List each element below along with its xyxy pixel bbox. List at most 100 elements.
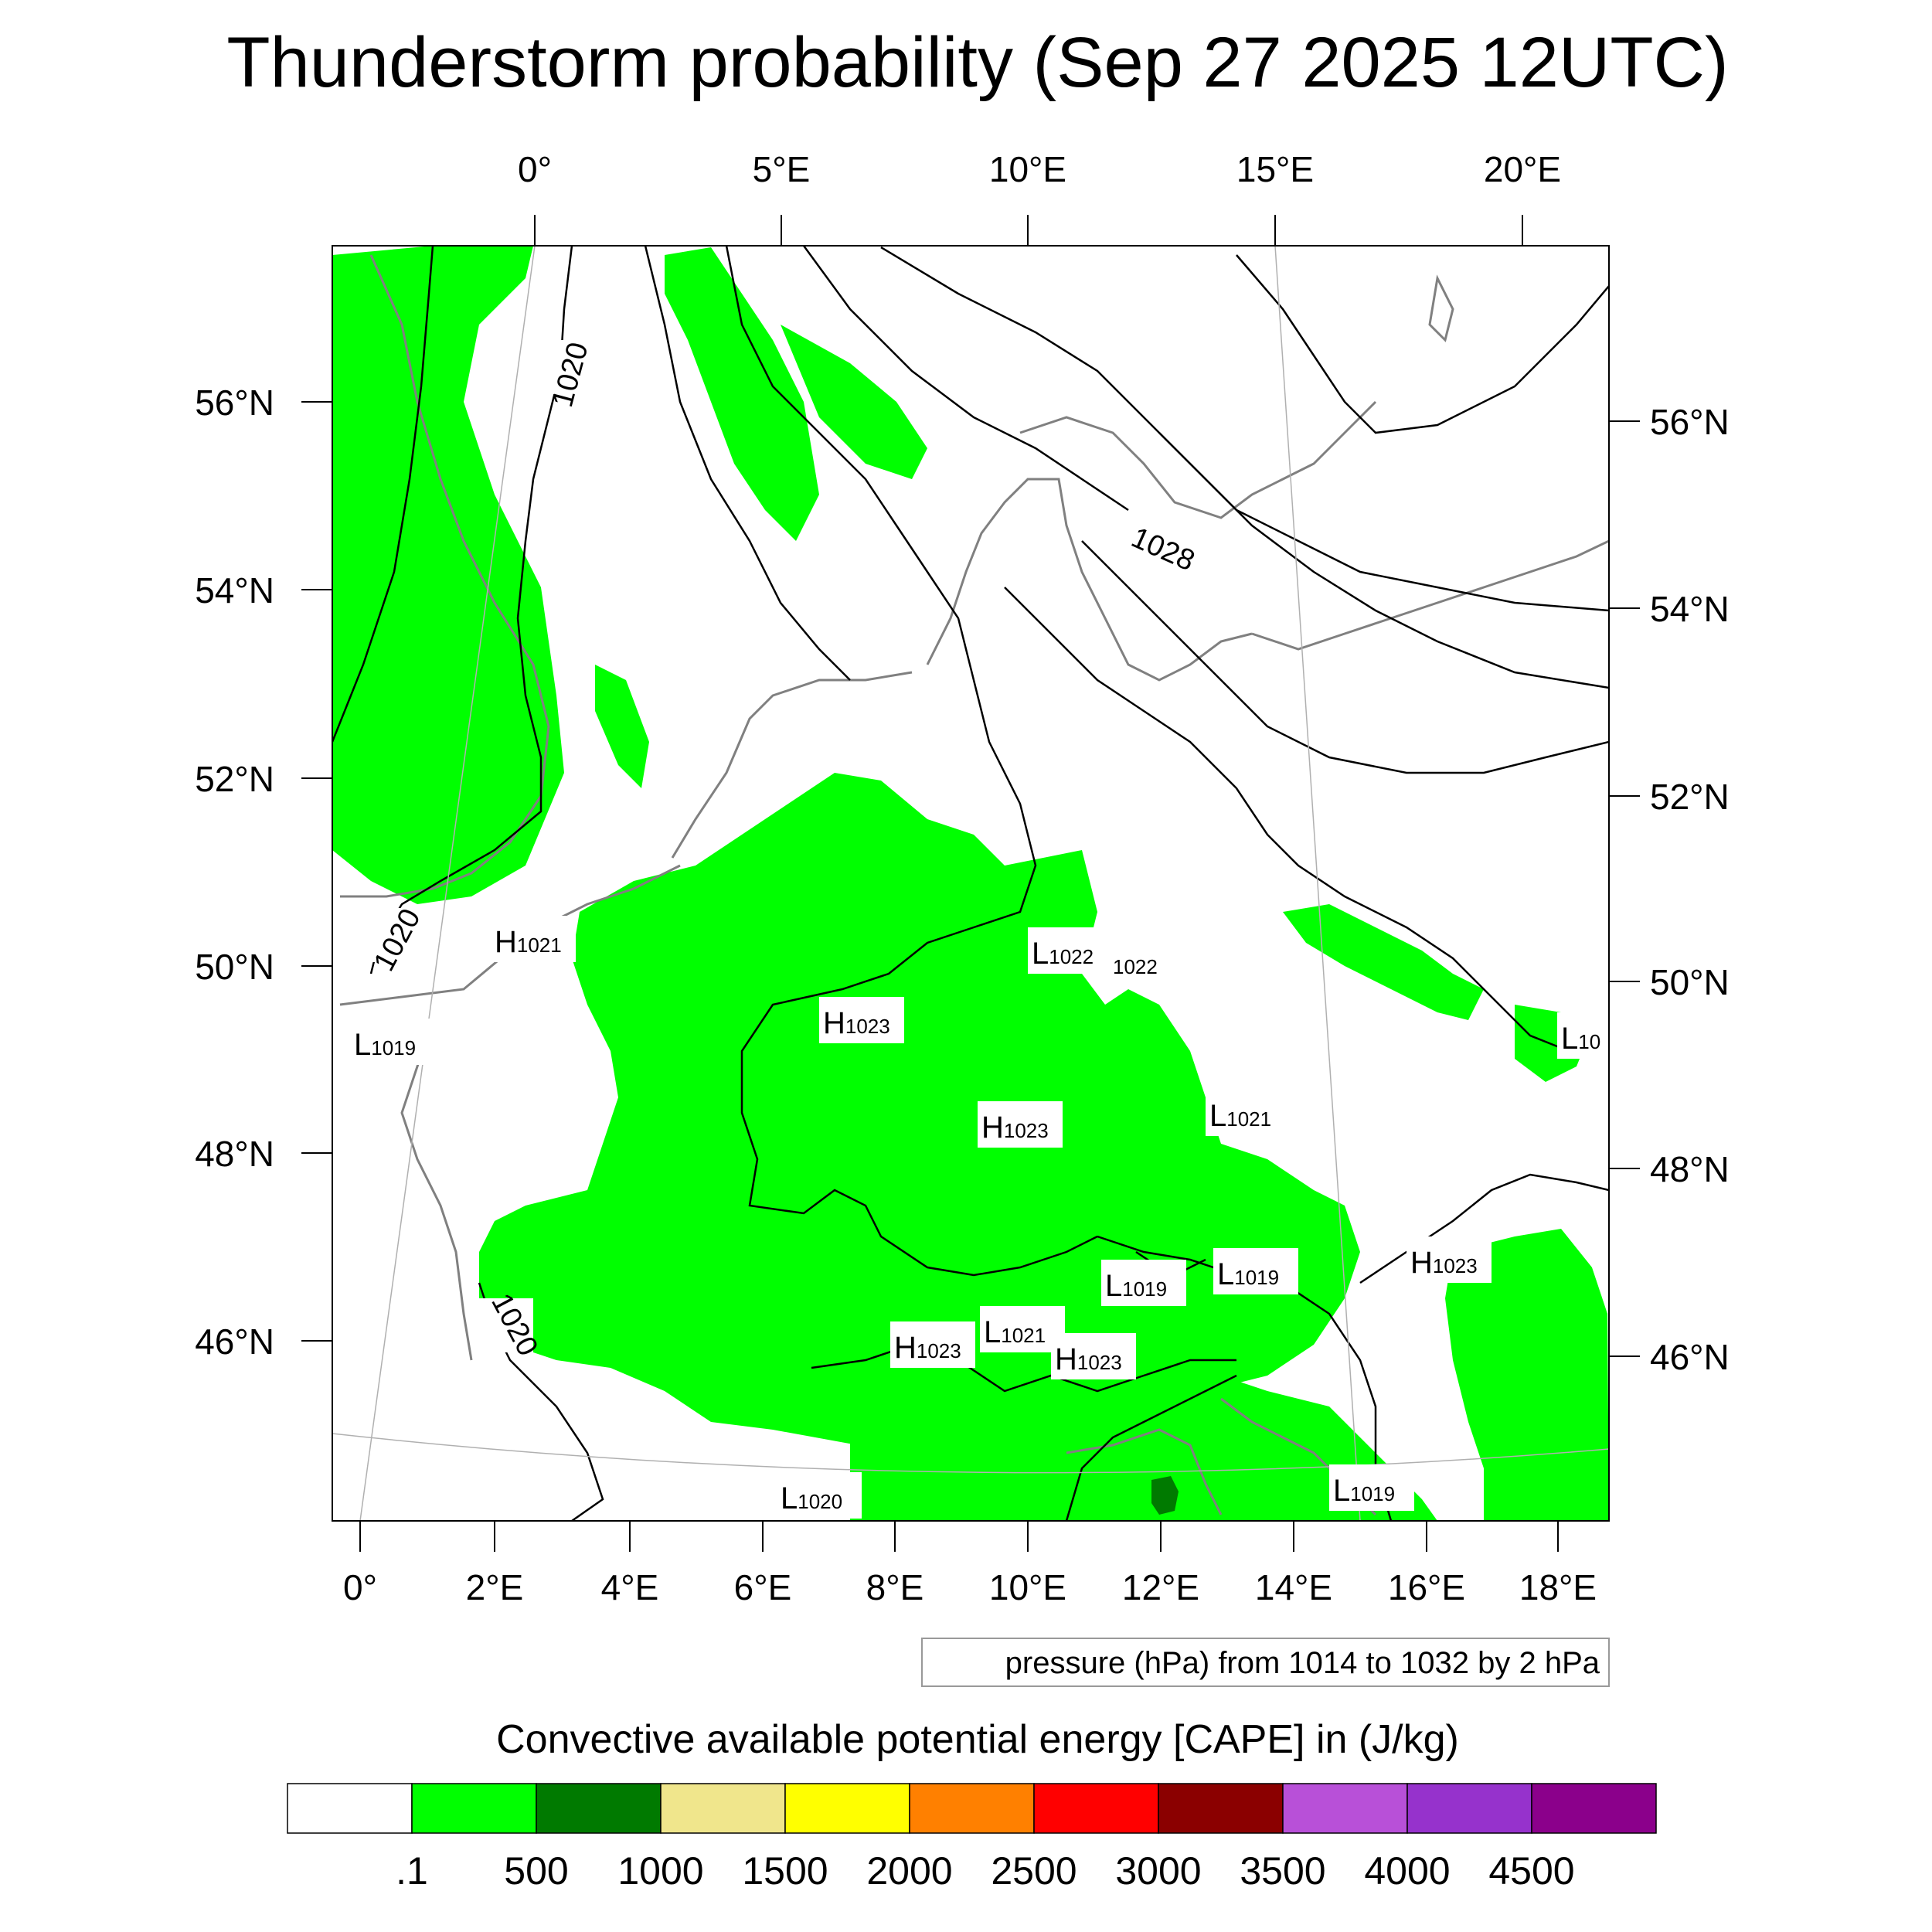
legend-swatch (1033, 1783, 1159, 1834)
svg-text:L1021: L1021 (984, 1315, 1046, 1349)
isobar-east-4 (1004, 587, 1570, 1053)
bottom-lon-label: 18°E (1519, 1567, 1597, 1607)
cape-legend: Convective available potential energy [C… (287, 1717, 1657, 1893)
legend-labels: .1 500 1000 1500 2000 2500 3000 3500 4000 4500 (396, 1849, 1574, 1893)
coastline-sweden (1019, 400, 1377, 519)
pressure-center-l1019-b: L1019 (1213, 1248, 1298, 1294)
right-lat-label: 54°N (1650, 589, 1730, 629)
pressure-center-h1023-po: H1023 (1051, 1333, 1136, 1379)
cape-region-north-sea-2 (781, 325, 927, 479)
map-title: Thunderstorm probability (Sep 27 2025 12… (226, 23, 1728, 102)
coastline-gotland (1428, 274, 1454, 342)
map-plot-area: 1020 1020 1020 1028 H1021 L1019 (332, 245, 1610, 1522)
legend-swatch (536, 1783, 662, 1834)
pressure-center-l1022: L1022 (1028, 927, 1113, 974)
isobar-north-sea-b (725, 246, 1098, 1277)
isobar-1028 (802, 246, 1129, 512)
bottom-lon-label: 4°E (601, 1567, 659, 1607)
top-lon-label: 5°E (753, 149, 811, 189)
bottom-lon-label: 16°E (1388, 1567, 1465, 1607)
coastline-denmark (926, 478, 1253, 682)
cape-region-west-uk (332, 246, 564, 904)
cape-dark-green-patch (1151, 1476, 1179, 1515)
parallel-44n (332, 1433, 1609, 1474)
isobar-po-valley (811, 1343, 1236, 1393)
top-lon-label: 15°E (1236, 149, 1314, 189)
isobar-north-sea-a (644, 246, 851, 681)
legend-swatch (1531, 1783, 1657, 1834)
pressure-center-labels: H1021 L1019 L1022 1022 H1023 (352, 916, 1609, 1519)
svg-text:L10: L10 (1561, 1022, 1600, 1056)
legend-swatch (287, 1783, 413, 1834)
svg-text:L1019: L1019 (1333, 1474, 1395, 1508)
right-latitude-labels: 56°N 54°N 52°N 50°N 48°N 46°N (1650, 402, 1730, 1377)
top-lon-label: 0° (518, 149, 552, 189)
legend-label: 1500 (742, 1849, 828, 1893)
legend-swatches (287, 1783, 1657, 1834)
legend-label: 3000 (1115, 1849, 1201, 1893)
bottom-longitude-labels: 0° 2°E 4°E 6°E 8°E 10°E 12°E 14°E 16°E 1… (343, 1567, 1597, 1607)
pressure-info-box: pressure (hPa) from 1014 to 1032 by 2 hP… (921, 1638, 1610, 1687)
pressure-center-l1019-south: L1019 (1329, 1464, 1414, 1511)
top-lon-label: 20°E (1484, 149, 1561, 189)
legend-label: .1 (396, 1849, 428, 1893)
left-latitude-labels: 56°N 54°N 52°N 50°N 48°N 46°N (195, 383, 274, 1362)
bottom-lon-label: 8°E (866, 1567, 924, 1607)
pressure-center-l1021-east: L1021 (1206, 1090, 1291, 1136)
svg-text:L1019: L1019 (354, 1028, 416, 1062)
bottom-lon-label: 2°E (466, 1567, 524, 1607)
meridian-15e (1274, 246, 1361, 1521)
cape-region-north-sea-1 (665, 247, 819, 541)
legend-title: Convective available potential energy [C… (496, 1717, 1459, 1762)
svg-text:H1023: H1023 (823, 1006, 890, 1040)
legend-swatch (1158, 1783, 1284, 1834)
cape-region-north-sea-3 (595, 665, 649, 788)
cape-region-southeast (1445, 1229, 1609, 1521)
pressure-center-l1019-a: L1019 (1101, 1260, 1186, 1306)
map-frame (332, 245, 1610, 1522)
right-lat-label: 52°N (1650, 777, 1730, 817)
svg-text:L1019: L1019 (1217, 1257, 1279, 1291)
top-lon-label: 10°E (989, 149, 1066, 189)
svg-text:H1023: H1023 (981, 1111, 1049, 1145)
left-lat-label: 54°N (195, 570, 274, 611)
top-longitude-labels: 0° 5°E 10°E 15°E 20°E (518, 149, 1561, 189)
right-lat-label: 46°N (1650, 1337, 1730, 1377)
pressure-center-l1019-west: L1019 (352, 1019, 437, 1065)
left-lat-label: 50°N (195, 947, 274, 987)
graticule (332, 246, 1609, 1521)
svg-text:L1019: L1019 (1105, 1269, 1167, 1303)
bottom-lon-label: 14°E (1255, 1567, 1332, 1607)
pressure-center-h1023-alps: H1023 (890, 1321, 975, 1368)
svg-text:H1021: H1021 (495, 925, 562, 959)
left-lat-label: 46°N (195, 1321, 274, 1362)
right-lat-label: 56°N (1650, 402, 1730, 442)
isobar-uk-west (332, 246, 434, 743)
svg-text:H1023: H1023 (894, 1331, 961, 1365)
isobar-east-2 (1158, 432, 1609, 689)
legend-label: 2500 (991, 1849, 1077, 1893)
legend-swatch (1406, 1783, 1532, 1834)
right-lat-label: 48°N (1650, 1149, 1730, 1189)
bottom-lon-label: 12°E (1122, 1567, 1199, 1607)
legend-swatch (1282, 1783, 1408, 1834)
legend-label: 500 (504, 1849, 568, 1893)
svg-text:H1023: H1023 (1055, 1342, 1122, 1376)
left-lat-label: 52°N (195, 759, 274, 799)
svg-text:1022: 1022 (1113, 955, 1158, 978)
pressure-info-text: pressure (hPa) from 1014 to 1032 by 2 hP… (1005, 1646, 1600, 1680)
pressure-center-l1021-alps: L1021 (980, 1306, 1065, 1352)
bottom-lon-label: 0° (343, 1567, 377, 1607)
svg-text:L1021: L1021 (1209, 1099, 1271, 1133)
legend-swatch (411, 1783, 537, 1834)
pressure-center-l1020: L1020 (777, 1472, 862, 1519)
pressure-center-h1023-a: H1023 (819, 997, 904, 1043)
legend-label: 2000 (866, 1849, 952, 1893)
isobar-south (1097, 1235, 1393, 1521)
isobar-scandinavia (1236, 254, 1609, 434)
cape-region-east-1 (1283, 904, 1484, 1020)
right-lat-label: 50°N (1650, 962, 1730, 1002)
coastline-layer (339, 254, 1609, 1516)
legend-label: 4000 (1364, 1849, 1450, 1893)
coastline-baltic (1251, 539, 1609, 651)
